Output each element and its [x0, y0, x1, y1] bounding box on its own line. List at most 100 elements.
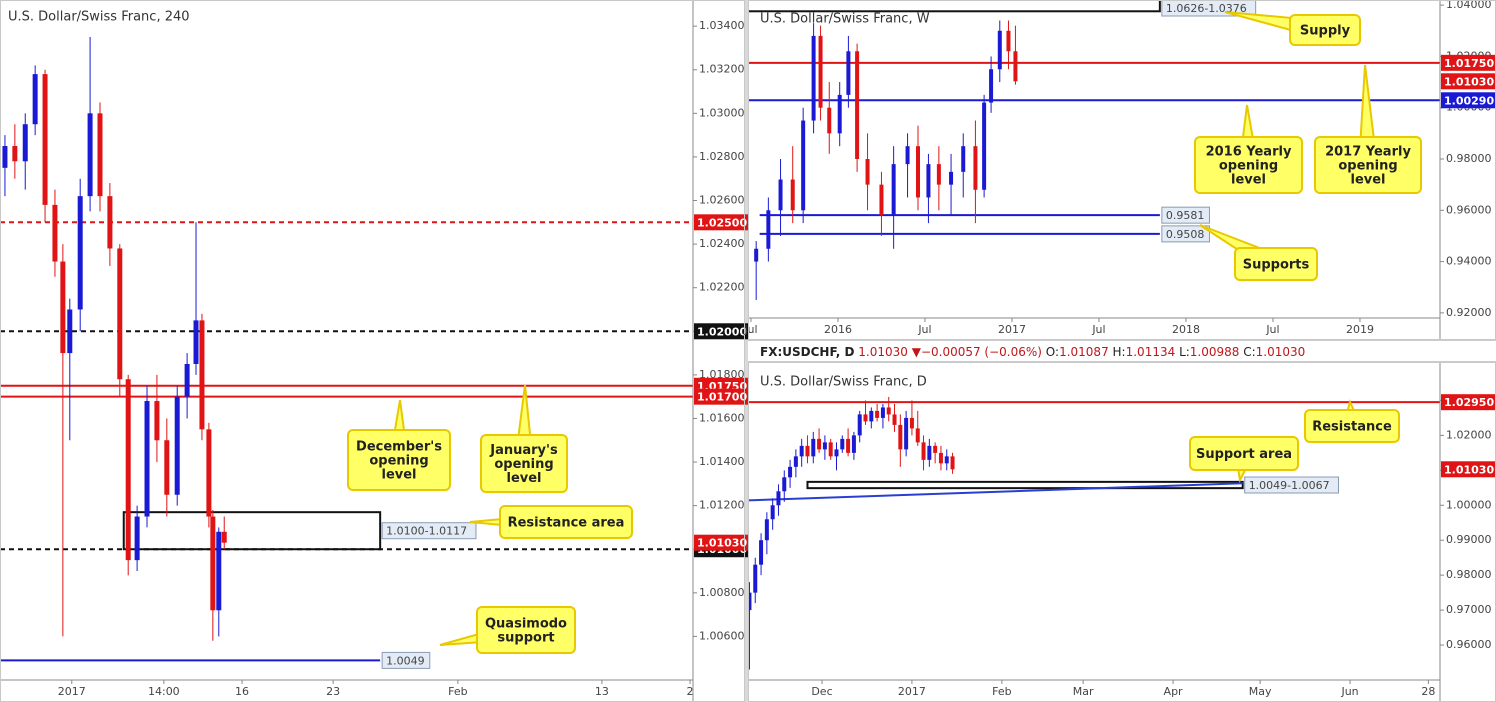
y-tick-label: 0.96000: [1446, 638, 1492, 651]
y-tick-label: 0.98000: [1446, 152, 1492, 165]
candle-body: [886, 407, 891, 415]
y-tick-label: 1.01800: [699, 368, 745, 381]
candle-body: [892, 414, 897, 425]
separator: [745, 0, 748, 702]
symbol: FX:USDCHF, D: [760, 345, 855, 359]
callout-text: Resistance area: [508, 516, 625, 531]
price-tag: 1.0049: [386, 654, 425, 667]
candle-body: [764, 519, 769, 541]
price-badge-label: 1.01030: [1444, 75, 1494, 88]
candle-body: [107, 196, 113, 249]
close-label: C:: [1243, 345, 1256, 359]
plot: [748, 0, 1440, 301]
open: 1.01087: [1059, 345, 1109, 359]
x-tick-label: Apr: [1164, 685, 1184, 698]
plot-area: [0, 0, 693, 680]
zone: [122, 511, 382, 551]
callout-text: opening: [369, 454, 428, 469]
candle-body: [818, 35, 823, 108]
candle-body: [766, 210, 771, 249]
x-tick-label: 2017: [998, 323, 1026, 336]
x-tick-label: 23: [326, 685, 340, 698]
candle-body: [828, 442, 833, 457]
candle-body: [811, 35, 816, 121]
candle-body: [869, 410, 874, 422]
candle-body: [837, 94, 842, 134]
candle-body: [1006, 30, 1011, 52]
time-axis: [748, 680, 1440, 702]
callout-text: Supply: [1300, 24, 1351, 39]
price-badge-label: 1.02000: [697, 325, 747, 338]
price-tag-box: [1161, 225, 1210, 243]
callout-box: [1194, 136, 1303, 194]
callout-text: level: [506, 471, 541, 486]
candle-body: [753, 564, 758, 593]
price-badge-label: 1.00290: [1444, 94, 1494, 107]
x-tick-label: 14:00: [148, 685, 180, 698]
candle-body: [840, 438, 845, 450]
price-badge: [1441, 73, 1495, 90]
x-tick-label: Jul: [1265, 323, 1279, 336]
candle-body: [851, 435, 856, 453]
price-tag-box: [1161, 206, 1210, 224]
candle-body: [134, 516, 140, 561]
chart-title: U.S. Dollar/Swiss Franc, W: [760, 12, 930, 27]
candle-body: [938, 452, 943, 464]
price-badge: [1441, 394, 1495, 411]
x-tick-label: 2019: [1346, 323, 1374, 336]
callout-box: [476, 606, 576, 654]
candle-body: [144, 401, 150, 517]
candle-body: [793, 456, 798, 467]
candle-body: [67, 309, 73, 354]
x-tick-label: Jul: [917, 323, 931, 336]
candle-body: [776, 491, 781, 506]
candle-body: [944, 456, 949, 464]
callout-box: [1234, 247, 1318, 281]
zone: [806, 480, 1244, 490]
x-tick-label: 2018: [1172, 323, 1200, 336]
callout-text: December's: [356, 440, 442, 455]
callout-box: [499, 505, 633, 539]
callout-text: 2017 Yearly: [1325, 145, 1411, 160]
candle-body: [880, 407, 885, 418]
price-badge: [694, 388, 748, 405]
callout-text: Support area: [1196, 447, 1292, 462]
change: −0.00057 (−0.06%): [920, 345, 1042, 359]
callout-text: level: [1231, 173, 1266, 188]
last-price: 1.01030: [858, 345, 908, 359]
y-tick-label: 0.96000: [1446, 203, 1492, 216]
candle-body: [827, 107, 832, 134]
y-tick-label: 1.02000: [1446, 428, 1492, 441]
candle-body: [77, 196, 83, 310]
candle-body: [933, 445, 938, 453]
x-tick-label: Dec: [811, 685, 832, 698]
candle-body: [164, 440, 170, 495]
candle-body: [857, 414, 862, 436]
time-axis: [748, 318, 1440, 340]
x-tick-label: 2017: [898, 685, 926, 698]
callout-text: opening: [1219, 159, 1278, 174]
price-badge-label: 1.01700: [697, 391, 747, 404]
open-label: O:: [1045, 345, 1060, 359]
candle-body: [891, 164, 896, 216]
candle-body: [2, 146, 8, 168]
candle-body: [22, 124, 28, 162]
candle-body: [855, 51, 860, 159]
price-badge: [694, 214, 748, 231]
price-badge-label: 1.01750: [1444, 57, 1494, 70]
y-tick-label: 0.94000: [1446, 255, 1492, 268]
candle-body: [936, 164, 941, 185]
candle-body: [117, 248, 123, 380]
candle-body: [216, 531, 222, 611]
candle-body: [989, 69, 994, 103]
x-tick-label: 28: [1421, 685, 1435, 698]
candle-body: [788, 466, 793, 478]
price-badge: [1441, 461, 1495, 478]
candle-body: [60, 261, 66, 354]
candle-body: [154, 401, 160, 441]
zone: [748, 0, 1161, 13]
candle-body: [87, 113, 93, 197]
price-tag-box: [381, 522, 477, 540]
callout-text: opening: [494, 457, 553, 472]
price-badge: [1441, 92, 1495, 109]
